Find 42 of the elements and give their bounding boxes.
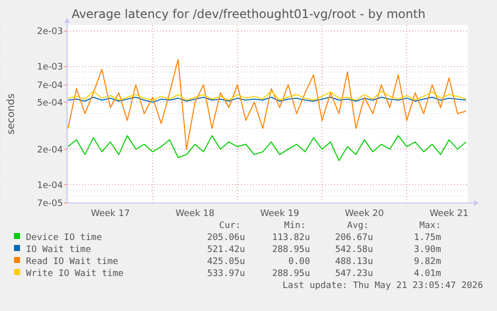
- y-tick-label: 7e-05: [37, 199, 63, 210]
- text: 206.67u: [335, 233, 373, 243]
- x-tick-label: Week 18: [176, 209, 215, 219]
- text: Min:: [284, 221, 306, 231]
- text: Avg:: [347, 221, 369, 231]
- text: Last update: Thu May 21 23:05:47 2026: [282, 281, 483, 291]
- x-tick-label: Week 19: [260, 209, 300, 219]
- y-tick-label: 2e-04: [37, 145, 64, 156]
- text: 9.82m: [414, 257, 441, 267]
- text: 1.75m: [414, 233, 441, 243]
- x-tick-label: Week 17: [90, 209, 130, 219]
- text: 488.13u: [335, 257, 373, 267]
- text: 425.05u: [207, 257, 245, 267]
- text: 288.95u: [272, 245, 310, 255]
- line-series: [68, 58, 466, 150]
- legend-label: Read IO Wait time: [26, 257, 118, 267]
- x-tick-label: Week 21: [430, 209, 469, 219]
- text: 3.90m: [414, 245, 441, 255]
- legend-label: Write IO Wait time: [26, 269, 124, 279]
- text: Max:: [419, 221, 441, 231]
- legend-label: IO Wait time: [26, 245, 92, 255]
- text: 4.01m: [414, 269, 441, 279]
- text: 547.23u: [335, 269, 373, 279]
- y-tick-label: 1e-04: [37, 180, 64, 191]
- legend-label: Device IO time: [26, 233, 102, 243]
- text: 288.95u: [272, 269, 310, 279]
- y-tick-label: 2e-03: [37, 27, 63, 38]
- x-tick-label: Week 20: [344, 209, 384, 219]
- text: 205.06u: [207, 233, 245, 243]
- text: 521.42u: [207, 245, 245, 255]
- line-series: [68, 135, 466, 162]
- y-tick-label: 1e-03: [37, 62, 63, 73]
- text: 0.00: [288, 257, 310, 267]
- text: 113.82u: [272, 233, 310, 243]
- line-series: [68, 90, 466, 101]
- y-tick-label: 5e-04: [37, 98, 64, 108]
- y-axis-title: seconds: [6, 94, 17, 134]
- text: Cur:: [219, 221, 241, 231]
- text: 542.58u: [335, 245, 373, 255]
- chart-title: Average latency for /dev/freethought01-vg/root - by month: [72, 7, 426, 21]
- y-tick-label: 7e-04: [37, 81, 64, 92]
- text: 533.97u: [207, 269, 245, 279]
